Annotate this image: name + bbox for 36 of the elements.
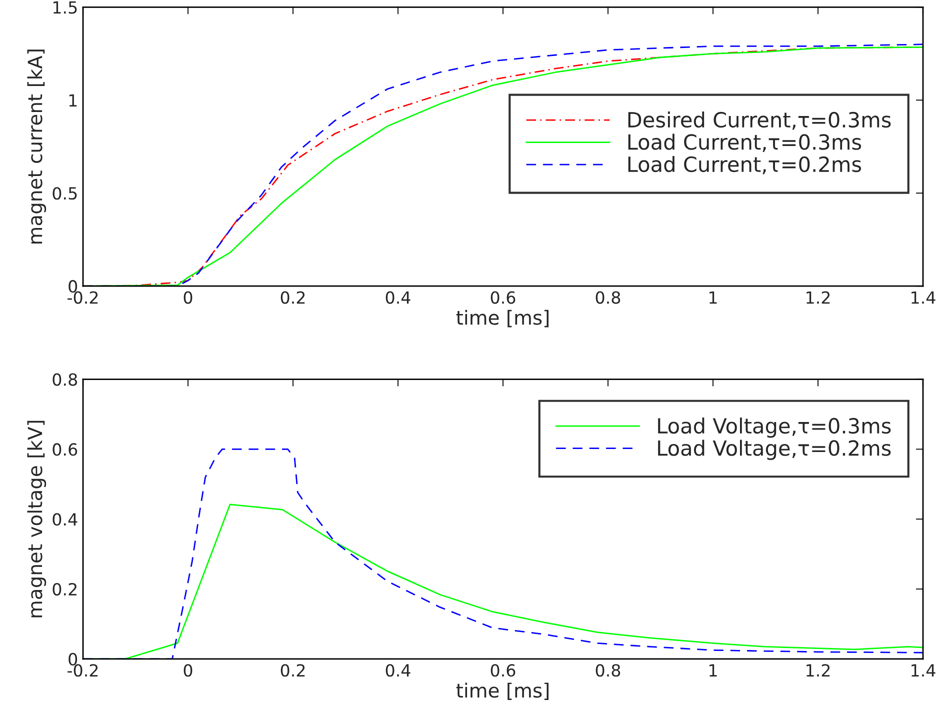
x-tick-label: -0.2: [68, 664, 98, 677]
x-tick-label: 0.8: [596, 291, 620, 304]
x-axis-title: time [ms]: [456, 310, 549, 328]
y-axis-title: magnet voltage [kV]: [27, 420, 46, 618]
x-tick-label: 1.2: [806, 291, 830, 304]
y-tick-label: 0: [68, 280, 78, 293]
legend-label: Load Voltage,τ=0.2ms: [658, 440, 891, 460]
x-tick-label: 1.4: [912, 664, 936, 676]
x-tick-label: 0.6: [490, 291, 516, 304]
x-tick-label: 0.8: [596, 664, 620, 677]
x-tick-label: 0.2: [280, 664, 305, 677]
x-tick-label: 0.4: [386, 291, 410, 304]
y-tick-label: 0.4: [52, 513, 78, 526]
y-tick-label: 0.5: [52, 187, 77, 200]
x-tick-label: 0.4: [386, 664, 410, 677]
y-tick-label: 0.6: [52, 443, 78, 456]
x-tick-label: 0.2: [280, 291, 305, 304]
legend-label: Load Current,τ=0.3ms: [628, 134, 862, 152]
x-tick-label: 0.6: [490, 664, 516, 677]
y-tick-label: 0.2: [52, 582, 76, 596]
y-tick-label: 0: [68, 652, 78, 666]
x-axis-title: time [ms]: [456, 682, 549, 700]
legend-label: Desired Current,τ=0.3ms: [628, 112, 891, 130]
y-tick-label: 1.5: [53, 1, 77, 14]
x-tick-label: 1.4: [912, 291, 936, 304]
y-tick-label: 0.8: [52, 373, 78, 386]
y-axis-title: magnet current [kA]: [27, 50, 46, 244]
legend-label: Load Current,τ=0.2ms: [628, 156, 862, 174]
x-tick-label: -0.2: [68, 291, 98, 304]
y-tick-label: 1: [69, 94, 77, 106]
x-tick-label: 0: [184, 291, 192, 304]
x-tick-label: 1.2: [806, 664, 830, 676]
x-tick-label: 0: [184, 664, 192, 677]
x-tick-label: 1: [710, 664, 717, 676]
legend-label: Load Voltage,τ=0.3ms: [658, 418, 891, 438]
x-tick-label: 1: [710, 291, 717, 304]
